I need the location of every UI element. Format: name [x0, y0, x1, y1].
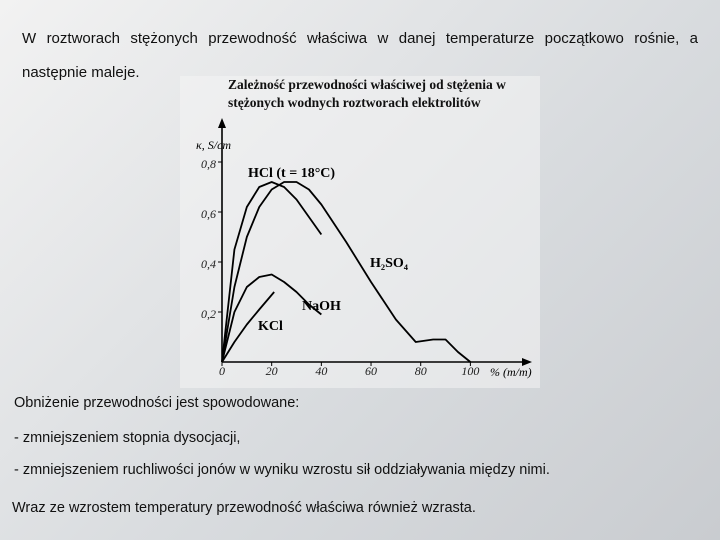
paragraph: Obniżenie przewodności jest spowodowane:: [14, 395, 300, 411]
paragraph: Wraz ze wzrostem temperatury przewodność…: [12, 500, 476, 516]
curve: [221, 291, 275, 363]
curve: [221, 181, 471, 363]
chart-title: Zależność przewodności właściwej od stęż…: [228, 77, 506, 110]
x-tick-label: 80: [415, 364, 427, 378]
x-tick-label: 60: [365, 364, 377, 378]
series-label: KCl: [258, 319, 283, 334]
x-tick-label: 40: [315, 364, 327, 378]
chart-title-box: Zależność przewodności właściwej od stęż…: [228, 77, 506, 110]
x-tick-label: 100: [461, 364, 479, 378]
paragraph: - zmniejszeniem ruchliwości jonów w wyni…: [14, 462, 550, 478]
y-tick-label: 0,6: [201, 207, 216, 221]
series-label: H₂SO₄: [370, 256, 409, 271]
paragraph: - zmniejszeniem stopnia dysocjacji,: [14, 430, 241, 446]
x-axis-label: % (m/m): [490, 365, 532, 379]
y-tick-label: 0,4: [201, 257, 216, 271]
series-label: HCl (t = 18°C): [248, 166, 335, 181]
y-axis-label: κ, S/cm: [196, 138, 231, 152]
curve: [221, 181, 323, 363]
y-tick-label: 0,8: [201, 157, 216, 171]
paragraph: W roztworach stężonych przewodność właśc…: [22, 30, 698, 81]
x-arrow: [522, 358, 532, 366]
series-label: NaOH: [302, 299, 341, 314]
curve: [221, 273, 322, 363]
y-arrow: [218, 118, 226, 128]
x-tick-label: 0: [219, 364, 225, 378]
y-tick-label: 0,2: [201, 307, 216, 321]
x-tick-label: 20: [266, 364, 278, 378]
